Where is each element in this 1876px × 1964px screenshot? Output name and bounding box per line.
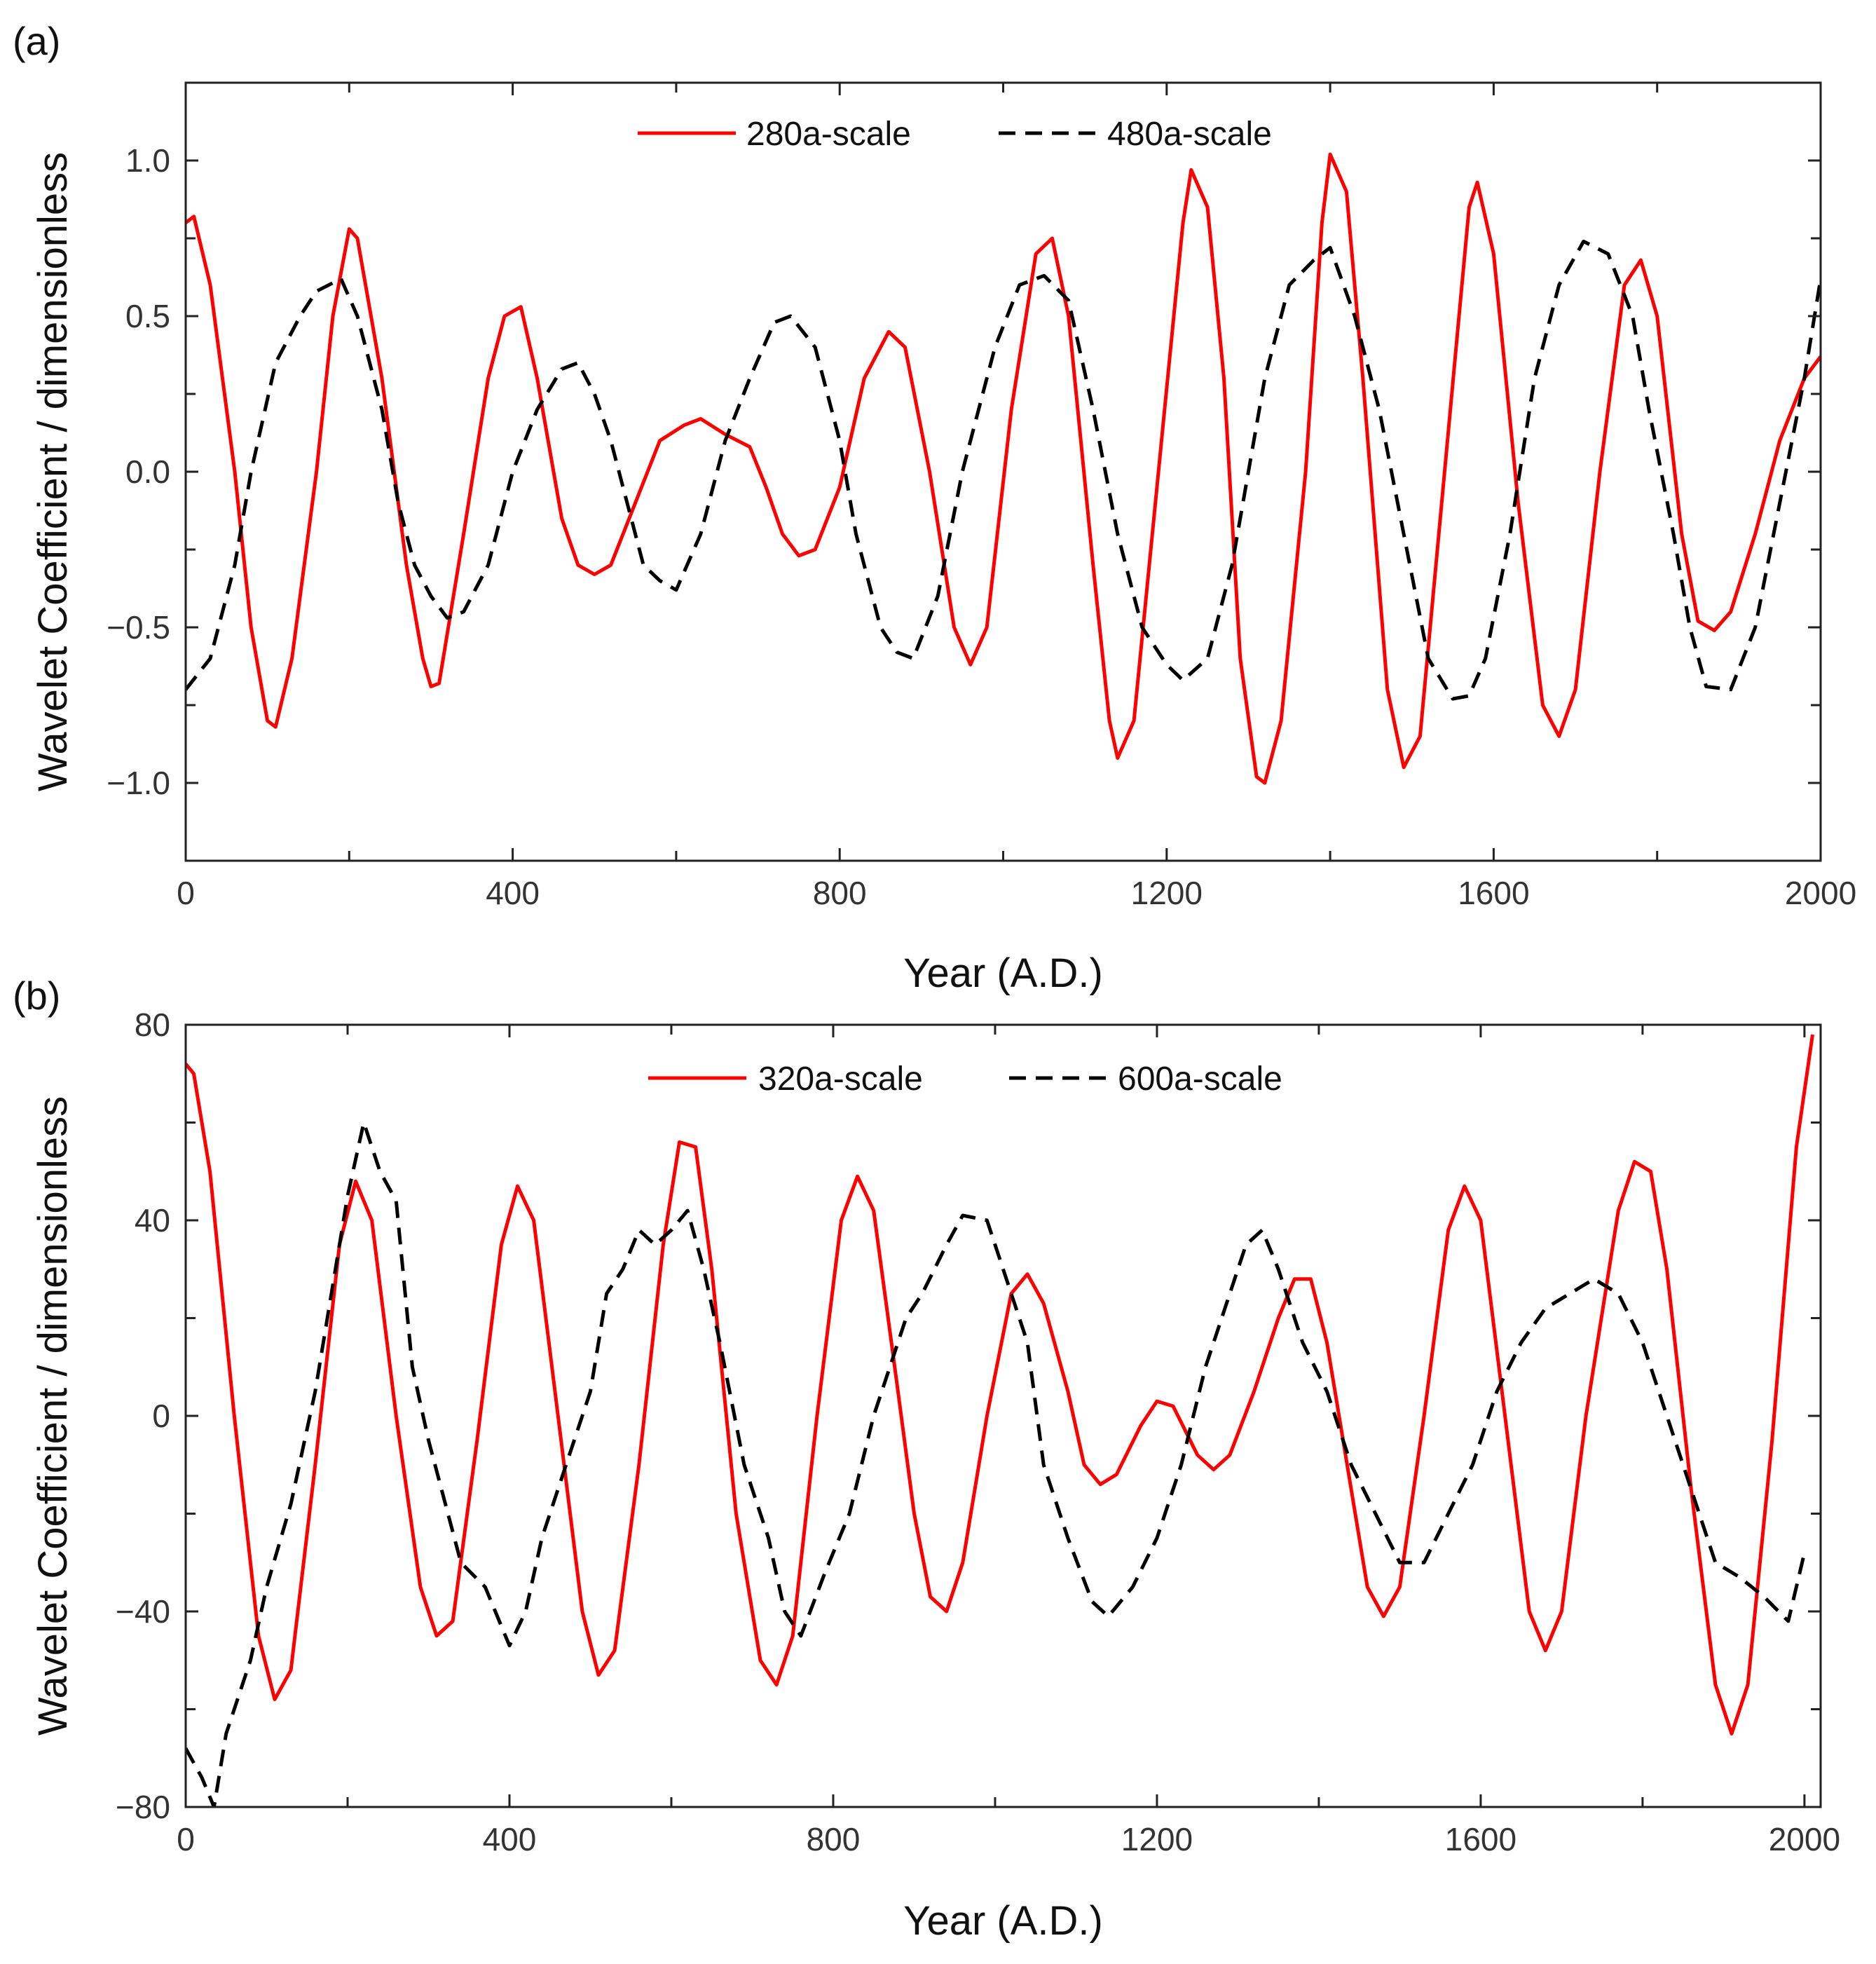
legend-label: 280a-scale [746, 116, 911, 153]
series-line-320a-scale [186, 1034, 1814, 1735]
y-tick-label: −40 [116, 1593, 170, 1630]
legend-label: 480a-scale [1107, 116, 1272, 153]
x-tick-label: 1200 [1131, 875, 1203, 911]
x-tick-label: 1200 [1121, 1821, 1193, 1857]
x-axis-title: Year (A.D.) [903, 950, 1103, 996]
y-tick-label: 80 [135, 1007, 170, 1043]
y-tick-label: −80 [116, 1789, 170, 1825]
x-axis-title: Year (A.D.) [903, 1898, 1103, 1944]
x-tick-label: 2000 [1785, 875, 1856, 911]
x-tick-label: 1600 [1445, 1821, 1516, 1857]
y-tick-label: −1.0 [107, 765, 170, 801]
y-axis-title: Wavelet Coefficient / dimensionless [30, 1096, 76, 1735]
x-tick-label: 1600 [1458, 875, 1529, 911]
y-tick-label: 0.5 [125, 298, 170, 334]
panel-label: (a) [13, 19, 60, 63]
x-tick-label: 0 [177, 875, 195, 911]
series-line-280a-scale [186, 152, 1821, 785]
x-tick-label: 400 [483, 1821, 537, 1857]
series-line-600a-scale [186, 1121, 1807, 1807]
legend-label: 600a-scale [1118, 1061, 1282, 1098]
y-tick-label: 1.0 [125, 142, 170, 179]
series-line-480a-scale [186, 239, 1821, 701]
x-tick-label: 800 [807, 1821, 861, 1857]
x-tick-label: 2000 [1769, 1821, 1840, 1857]
y-axis-title: Wavelet Coefficient / dimensionless [30, 152, 76, 791]
y-tick-label: 0.0 [125, 454, 170, 490]
y-tick-label: 40 [135, 1202, 170, 1239]
panel-a: (a) 0 400 800 1200 1600 2000 1.0 0.5 0.0 −0.5 −1.0 Y… [13, 19, 1856, 996]
legend-label: 320a-scale [758, 1061, 923, 1098]
x-tick-label: 800 [813, 875, 867, 911]
x-tick-label: 400 [486, 875, 540, 911]
y-tick-label: 0 [152, 1398, 170, 1434]
panel-label: (b) [13, 974, 60, 1018]
x-tick-label: 0 [177, 1821, 195, 1857]
y-tick-label: −0.5 [107, 609, 170, 646]
